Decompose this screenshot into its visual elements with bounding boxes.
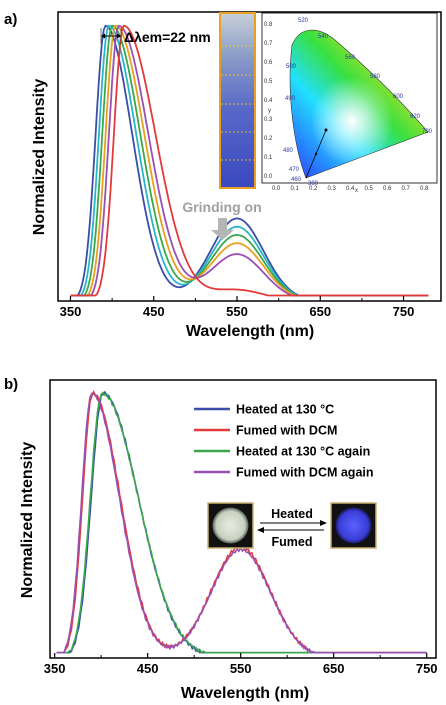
panel-b-label: b) [4,376,18,393]
cie-wavelength: 540 [318,34,329,40]
x-tick-label: 650 [309,304,331,319]
cie-y-tick: 0.7 [264,41,273,47]
cie-wavelength: 580 [370,74,381,80]
cie-wavelength: 480 [283,148,294,154]
cie-wavelength: 460 [291,177,302,183]
cie-wavelength: 620 [410,114,421,120]
cie-y-tick: 0.0 [264,174,273,180]
panel-b-y-axis-label: Normalized Intensity [19,442,36,599]
left-arrow-icon [257,527,264,533]
cie-wavelength: 490 [285,96,296,102]
panel-a-label: a) [4,11,17,28]
cie-y-tick: 0.5 [264,79,273,85]
panel-a: a) 350 450 550 650 750 Wavelength (nm) Norma… [4,11,441,340]
cie-wavelength: 470 [289,167,300,173]
cie-x-tick: 0.5 [365,186,374,192]
legend-entry-1: Fumed with DCM [236,424,337,438]
heated-label: Heated [271,507,313,521]
cie-x-tick: 0.7 [402,186,411,192]
cie-y-tick: 0.1 [264,155,273,161]
cie-wavelength: 700 [422,129,433,135]
panel-b-x-ticks: 350 450 550 650 750 [44,653,438,676]
x-tick-label: 350 [60,304,82,319]
cie-x-label: x [355,188,358,194]
right-arrow-icon [320,520,327,526]
cie-y-label: y [268,108,271,114]
panel-b-x-axis-label: Wavelength (nm) [181,685,309,702]
panel-a-x-ticks: 350 450 550 650 750 [60,296,415,319]
cie-x-tick: 0.2 [309,186,318,192]
x-tick-label: 750 [416,661,438,676]
x-tick-label: 450 [143,304,165,319]
panel-a-y-axis-label: Normalized Intensity [31,79,48,236]
cie-diagram-inset: 5205405605806006207005004904804704603800… [262,13,437,194]
cie-x-tick: 0.0 [272,186,281,192]
heated-fumed-inset: Heated Fumed [208,503,376,549]
x-tick-label: 550 [230,661,252,676]
sample-photo-strip [220,13,255,188]
cie-y-tick: 0.2 [264,136,273,142]
cie-wavelength: 520 [298,18,309,24]
cie-wavelength: 500 [286,64,297,70]
legend-entry-2: Heated at 130 °C again [236,445,370,459]
fumed-label: Fumed [272,535,313,549]
cie-y-tick: 0.4 [264,98,273,104]
panel-a-x-axis-label: Wavelength (nm) [186,323,314,340]
x-tick-label: 650 [323,661,345,676]
cie-x-tick: 0.4 [346,186,355,192]
x-tick-label: 550 [226,304,248,319]
legend-entry-0: Heated at 130 °C [236,403,334,417]
cie-y-tick: 0.3 [264,117,273,123]
legend-entry-3: Fumed with DCM again [236,466,374,480]
cie-x-tick: 0.8 [420,186,429,192]
cie-x-tick: 0.6 [383,186,392,192]
x-tick-label: 450 [137,661,159,676]
cie-wavelength: 600 [393,94,404,100]
cie-x-tick: 0.3 [328,186,337,192]
cie-x-tick: 0.1 [291,186,300,192]
cie-wavelength: 560 [345,55,356,61]
grinding-text: Grinding on [182,199,261,215]
panel-b-legend: Heated at 130 °C Fumed with DCM Heated at … [194,403,374,480]
x-tick-label: 750 [393,304,415,319]
cie-y-tick: 0.8 [264,22,273,28]
panel-b: b) 350 450 550 650 750 Wavelength (nm) Norma… [4,376,438,702]
cie-y-tick: 0.6 [264,60,273,66]
shift-annotation-text: Δλem=22 nm [124,29,211,45]
x-tick-label: 350 [44,661,66,676]
